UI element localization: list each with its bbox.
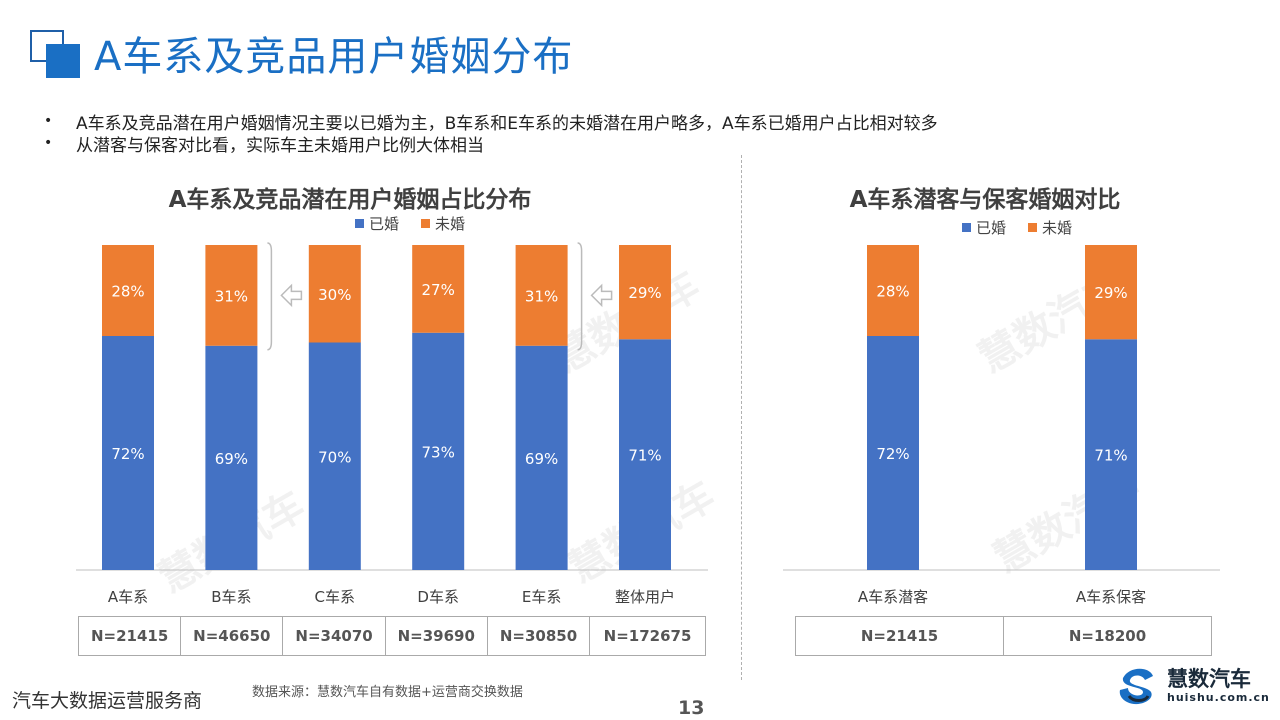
data-label-married: 69% (525, 450, 558, 468)
legend-label-married: 已婚 (976, 219, 1007, 237)
brand-logo-icon (1119, 668, 1153, 705)
data-label-married: 69% (215, 450, 248, 468)
title-decoration-fill (46, 44, 80, 78)
data-label-unmarried: 29% (1094, 284, 1127, 302)
data-source-note: 数据来源：慧数汽车自有数据+运营商交换数据 (252, 685, 523, 700)
data-label-married: 72% (111, 445, 144, 463)
brand-logo: 慧数汽车 huishu.com.cn (1115, 664, 1270, 708)
bar-segment-unmarried (867, 245, 919, 336)
data-label-unmarried: 31% (215, 287, 248, 305)
sample-size-table-left: N=21415 N=46650 N=34070 N=39690 N=30850 N=172… (77, 616, 706, 656)
legend-swatch-married (355, 219, 364, 228)
footer-tagline: 汽车大数据运营服务商 (12, 690, 203, 712)
sample-size-row: N=21415 N=46650 N=34070 N=39690 N=30850 N=172… (77, 616, 706, 656)
category-label: E车系 (522, 588, 561, 606)
highlight-bracket (577, 242, 583, 351)
bullet-marker: • (44, 135, 53, 151)
summary-bullets: • A车系及竞品潜在用户婚姻情况主要以已婚为主，B车系和E车系的未婚潜在用户略多… (44, 110, 938, 156)
section-divider (741, 155, 742, 680)
data-label-married: 71% (1094, 447, 1127, 465)
bar-segment-unmarried (412, 245, 465, 333)
legend-label-unmarried: 未婚 (1042, 219, 1073, 237)
legend-item-married: 已婚 (355, 213, 399, 234)
legend-label-unmarried: 未婚 (435, 215, 466, 233)
legend-swatch-married (962, 223, 971, 232)
sample-size-cell: N=34070 (282, 616, 386, 656)
sample-size-row: N=21415 N=18200 (795, 616, 1212, 656)
data-label-unmarried: 27% (422, 281, 455, 299)
bar-segment-married (1085, 339, 1137, 570)
legend-swatch-unmarried (421, 219, 431, 228)
bar-segment-married (412, 332, 465, 570)
data-label-married: 72% (876, 445, 909, 463)
legend-swatch-unmarried (1028, 223, 1038, 232)
legend-label-married: 已婚 (369, 215, 400, 233)
data-label-married: 71% (628, 447, 661, 465)
brand-name: 慧数汽车 (1167, 667, 1251, 691)
sample-size-cell: N=30850 (486, 616, 591, 656)
highlight-arrow-icon (280, 283, 303, 308)
data-label-unmarried: 29% (628, 284, 661, 302)
category-label: 整体用户 (615, 588, 675, 606)
data-label-unmarried: 28% (876, 283, 909, 301)
sample-size-table-right: N=21415 N=18200 (795, 616, 1212, 656)
bar-segment-married (515, 345, 568, 570)
chart-title-right: A车系潜客与保客婚姻对比 (849, 187, 1121, 213)
chart-title-left: A车系及竞品潜在用户婚姻占比分布 (168, 187, 532, 213)
bar-segment-married (867, 336, 919, 570)
page-number: 13 (678, 697, 705, 719)
bar-segment-unmarried (515, 245, 568, 346)
legend-item-unmarried: 未婚 (1028, 217, 1072, 238)
data-label-unmarried: 28% (111, 283, 144, 301)
bar-segment-married (308, 342, 361, 570)
bar-segment-married (102, 336, 154, 570)
sample-size-cell: N=18200 (1003, 616, 1212, 656)
bar-segment-unmarried (1085, 245, 1137, 340)
bullet-text: A车系及竞品潜在用户婚姻情况主要以已婚为主，B车系和E车系的未婚潜在用户略多，A… (76, 113, 938, 134)
category-label: A车系保客 (1076, 588, 1146, 606)
sample-size-cell: N=39690 (384, 616, 488, 656)
data-label-unmarried: 30% (318, 286, 351, 304)
bar-segment-unmarried (308, 245, 361, 343)
page-title: A车系及竞品用户婚姻分布 (94, 34, 574, 80)
bar-segment-married (619, 339, 671, 570)
bullet-item: • A车系及竞品潜在用户婚姻情况主要以已婚为主，B车系和E车系的未婚潜在用户略多… (44, 110, 938, 134)
sample-size-cell: N=21415 (795, 616, 1004, 656)
highlight-bracket (267, 242, 273, 351)
brand-url: huishu.com.cn (1167, 691, 1270, 704)
bar-segment-married (205, 345, 258, 570)
legend-item-married: 已婚 (962, 217, 1006, 238)
sample-size-cell: N=46650 (180, 616, 284, 656)
bullet-item: • 从潜客与保客对比看，实际车主未婚用户比例大体相当 (44, 132, 938, 156)
bullet-text: 从潜客与保客对比看，实际车主未婚用户比例大体相当 (76, 135, 484, 156)
data-label-married: 73% (422, 443, 455, 461)
bullet-marker: • (44, 113, 53, 129)
bar-segment-unmarried (102, 245, 154, 336)
data-label-unmarried: 31% (525, 287, 558, 305)
sample-size-cell: N=172675 (589, 616, 706, 656)
data-label-married: 70% (318, 448, 351, 466)
bar-segment-unmarried (619, 245, 671, 340)
category-label: C车系 (315, 588, 355, 606)
category-label: A车系 (108, 588, 148, 606)
legend-item-unmarried: 未婚 (421, 213, 465, 234)
chart-legend-left: 已婚 未婚 (355, 213, 487, 234)
chart-legend-right: 已婚 未婚 (962, 217, 1094, 238)
highlight-arrow-icon (590, 283, 613, 308)
bar-segment-unmarried (205, 245, 258, 346)
category-label: B车系 (211, 588, 251, 606)
category-label: A车系潜客 (858, 588, 928, 606)
category-label: D车系 (417, 588, 459, 606)
